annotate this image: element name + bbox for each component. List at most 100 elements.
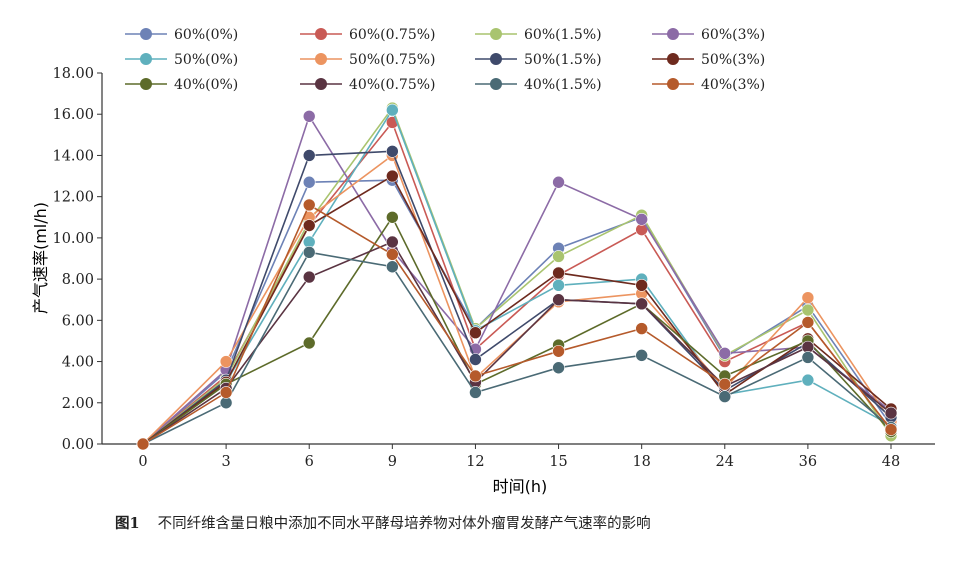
data-point bbox=[302, 246, 316, 259]
legend-label: 40%(1.5%) bbox=[524, 77, 602, 93]
data-point bbox=[302, 149, 316, 162]
y-tick-label: 14.00 bbox=[52, 148, 94, 164]
data-point bbox=[801, 351, 815, 364]
legend-label: 50%(1.5%) bbox=[524, 52, 602, 68]
axes: 0.00 2.00 4.00 6.00 8.00 10.00 12.00 14.00 16.00… bbox=[52, 66, 935, 470]
data-point bbox=[386, 248, 399, 261]
data-point bbox=[801, 373, 815, 387]
x-tick-label: 18 bbox=[632, 454, 650, 470]
y-tick-label: 16.00 bbox=[52, 107, 94, 123]
x-tick-label: 12 bbox=[466, 454, 484, 470]
data-point bbox=[552, 293, 565, 307]
legend-label: 60%(3%) bbox=[701, 27, 765, 43]
data-point bbox=[386, 103, 399, 117]
y-tick-label: 18.00 bbox=[52, 66, 94, 82]
legend-label: 50%(0.75%) bbox=[349, 52, 436, 68]
legend: 60%(0%) 60%(0.75%) 60%(1.5%) 60%(3%) 50%(0%)… bbox=[125, 27, 765, 93]
data-point bbox=[552, 344, 565, 358]
data-point bbox=[884, 423, 898, 436]
legend-marker bbox=[140, 53, 152, 65]
legend-marker bbox=[667, 78, 679, 90]
series-line bbox=[142, 251, 892, 445]
y-tick-label: 2.00 bbox=[62, 396, 94, 412]
legend-entry: 60%(0.75%) bbox=[300, 27, 436, 43]
data-point bbox=[386, 169, 399, 183]
data-point bbox=[469, 386, 482, 399]
legend-marker bbox=[140, 78, 152, 90]
data-point bbox=[635, 322, 648, 335]
series-line bbox=[142, 150, 892, 445]
data-point bbox=[552, 175, 565, 189]
legend-entry: 60%(3%) bbox=[652, 27, 765, 43]
legend-marker bbox=[667, 28, 679, 40]
series-60%(1.5%) bbox=[136, 101, 898, 451]
series-50%(1.5%) bbox=[136, 145, 898, 451]
data-point bbox=[302, 198, 316, 212]
figure-caption-text: 不同纤维含量日粮中添加不同水平酵母培养物对体外瘤胃发酵产气速率的影响 bbox=[157, 516, 651, 532]
data-point bbox=[219, 386, 233, 399]
data-point bbox=[635, 213, 648, 226]
legend-label: 50%(3%) bbox=[701, 52, 765, 68]
data-point bbox=[635, 278, 648, 292]
figure-label: 图1 bbox=[115, 515, 140, 532]
data-point bbox=[302, 219, 316, 232]
data-point bbox=[718, 390, 732, 403]
series-line bbox=[142, 179, 892, 445]
series-40%(0.75%) bbox=[136, 235, 898, 451]
y-tick-label: 6.00 bbox=[62, 313, 94, 329]
legend-entry: 60%(0%) bbox=[125, 27, 238, 43]
data-point bbox=[219, 355, 233, 368]
legend-entry: 40%(0.75%) bbox=[300, 77, 436, 93]
data-point bbox=[302, 175, 316, 189]
x-tick-label: 15 bbox=[549, 454, 567, 470]
y-tick-label: 12.00 bbox=[52, 190, 94, 206]
x-axis-label: 时间(h) bbox=[493, 477, 548, 496]
series-50%(0.75%) bbox=[136, 149, 898, 451]
legend-marker bbox=[490, 28, 502, 40]
legend-entry: 60%(1.5%) bbox=[475, 27, 602, 43]
legend-entry: 50%(3%) bbox=[652, 52, 765, 68]
data-point bbox=[552, 361, 565, 375]
y-axis-label: 产气速率(ml/h) bbox=[31, 202, 50, 314]
legend-entry: 50%(0.75%) bbox=[300, 52, 436, 68]
legend-entry: 40%(3%) bbox=[652, 77, 765, 93]
data-point bbox=[552, 266, 565, 280]
x-tick-label: 36 bbox=[799, 454, 817, 470]
series-50%(0%) bbox=[136, 103, 898, 451]
y-tick-label: 8.00 bbox=[62, 272, 94, 288]
legend-entry: 40%(1.5%) bbox=[475, 77, 602, 93]
series-line bbox=[142, 215, 892, 445]
legend-marker bbox=[315, 78, 327, 90]
legend-entry: 50%(1.5%) bbox=[475, 52, 602, 68]
data-point bbox=[302, 109, 316, 123]
legend-marker bbox=[490, 53, 502, 65]
series-60%(0.75%) bbox=[136, 116, 898, 451]
series-line bbox=[142, 108, 892, 445]
data-point bbox=[635, 349, 648, 362]
x-tick-label: 24 bbox=[716, 454, 734, 470]
legend-label: 40%(0.75%) bbox=[349, 77, 436, 93]
series-line bbox=[142, 114, 892, 445]
figure-caption: 图1 不同纤维含量日粮中添加不同水平酵母培养物对体外瘤胃发酵产气速率的影响 bbox=[115, 512, 651, 533]
legend-marker bbox=[315, 53, 327, 65]
data-point bbox=[552, 250, 565, 263]
data-point bbox=[469, 326, 482, 340]
data-point bbox=[302, 336, 316, 350]
data-point bbox=[718, 377, 732, 391]
legend-label: 40%(0%) bbox=[174, 77, 238, 93]
legend-marker bbox=[667, 53, 679, 65]
data-point bbox=[136, 437, 150, 451]
data-point bbox=[302, 270, 316, 284]
x-tick-label: 48 bbox=[882, 454, 900, 470]
data-point bbox=[801, 316, 815, 329]
data-point bbox=[801, 291, 815, 304]
legend-marker bbox=[490, 78, 502, 90]
legend-label: 40%(3%) bbox=[701, 77, 765, 93]
data-point bbox=[386, 145, 399, 158]
data-point bbox=[718, 347, 732, 360]
x-tick-label: 0 bbox=[138, 454, 147, 470]
data-point bbox=[386, 210, 399, 224]
legend-label: 50%(0%) bbox=[174, 52, 238, 68]
legend-label: 60%(0.75%) bbox=[349, 27, 436, 43]
